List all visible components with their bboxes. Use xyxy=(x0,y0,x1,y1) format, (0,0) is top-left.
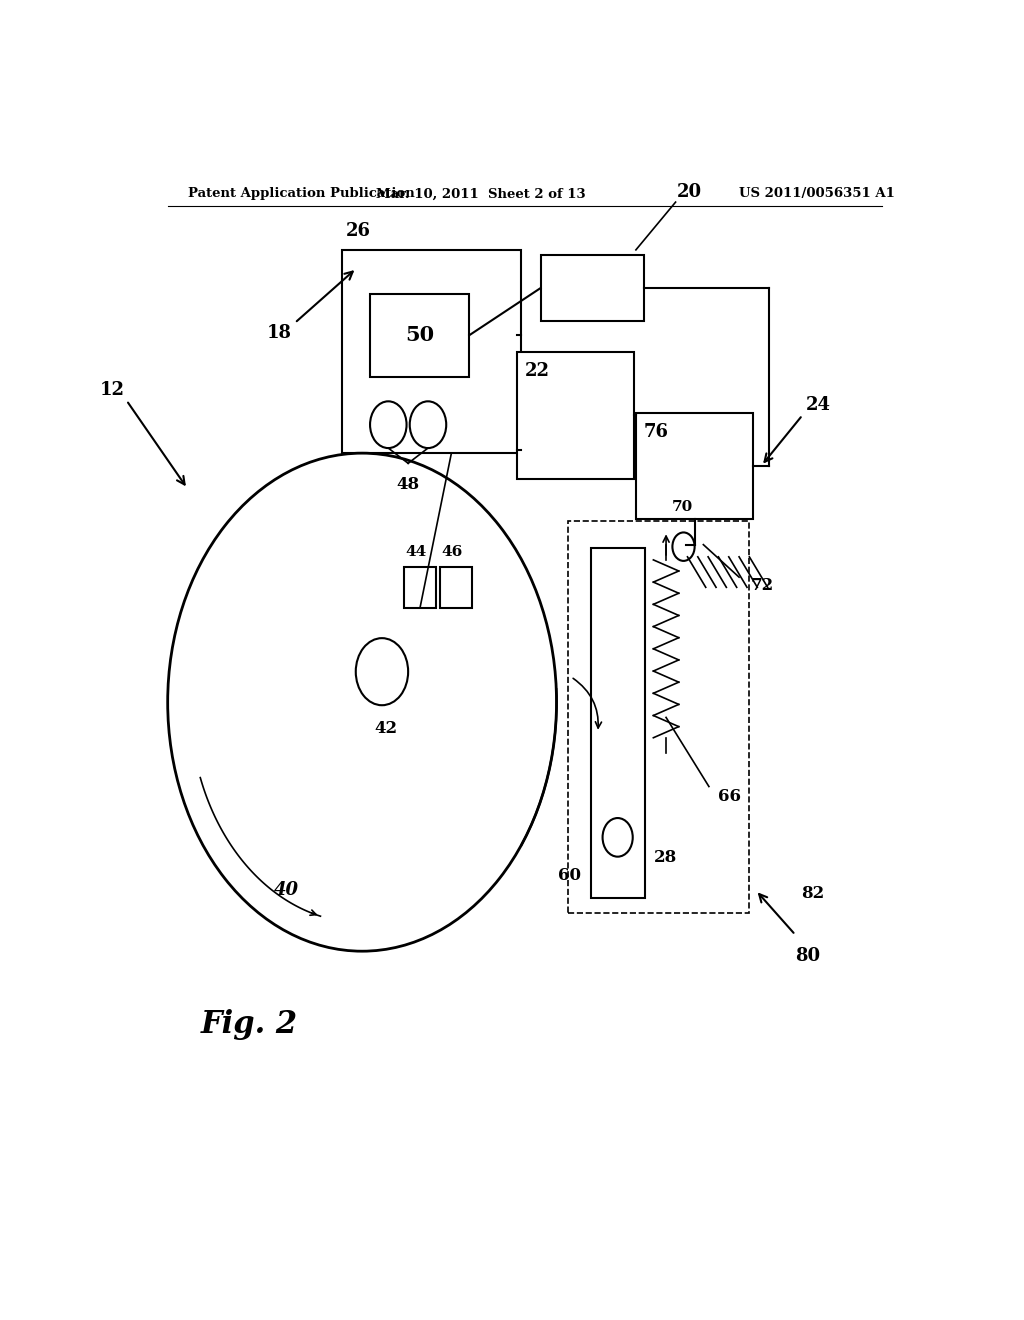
Bar xyxy=(517,351,634,479)
Circle shape xyxy=(673,532,694,561)
Circle shape xyxy=(602,818,633,857)
Text: 76: 76 xyxy=(644,422,669,441)
Circle shape xyxy=(355,638,409,705)
Text: Patent Application Publication: Patent Application Publication xyxy=(187,187,415,201)
Text: 70: 70 xyxy=(672,500,692,515)
Bar xyxy=(370,293,469,378)
Text: Mar. 10, 2011  Sheet 2 of 13: Mar. 10, 2011 Sheet 2 of 13 xyxy=(377,187,586,201)
Bar xyxy=(568,521,750,912)
Text: 20: 20 xyxy=(677,183,702,201)
Text: 46: 46 xyxy=(441,545,463,558)
Text: 82: 82 xyxy=(801,886,824,903)
Bar xyxy=(404,568,436,607)
Text: 42: 42 xyxy=(375,721,397,738)
Circle shape xyxy=(370,401,407,447)
Bar xyxy=(440,568,472,607)
Text: 48: 48 xyxy=(396,475,420,492)
Bar xyxy=(342,249,521,453)
Text: 80: 80 xyxy=(795,948,820,965)
Text: 12: 12 xyxy=(99,381,125,399)
Text: 72: 72 xyxy=(751,577,774,594)
Text: 24: 24 xyxy=(806,396,830,414)
Text: 40: 40 xyxy=(274,882,299,899)
Bar xyxy=(591,548,645,899)
Text: 50: 50 xyxy=(406,325,434,346)
Text: US 2011/0056351 A1: US 2011/0056351 A1 xyxy=(739,187,895,201)
Text: 18: 18 xyxy=(266,325,291,342)
Text: 44: 44 xyxy=(406,545,427,558)
Text: Fig. 2: Fig. 2 xyxy=(201,1008,298,1040)
Circle shape xyxy=(168,453,557,952)
Text: 22: 22 xyxy=(524,362,550,380)
Text: 26: 26 xyxy=(346,222,372,240)
Text: 28: 28 xyxy=(654,849,678,866)
Bar xyxy=(541,255,644,321)
Bar xyxy=(636,412,754,519)
Circle shape xyxy=(410,401,446,447)
Text: 66: 66 xyxy=(719,788,741,805)
Text: 60: 60 xyxy=(558,867,582,884)
